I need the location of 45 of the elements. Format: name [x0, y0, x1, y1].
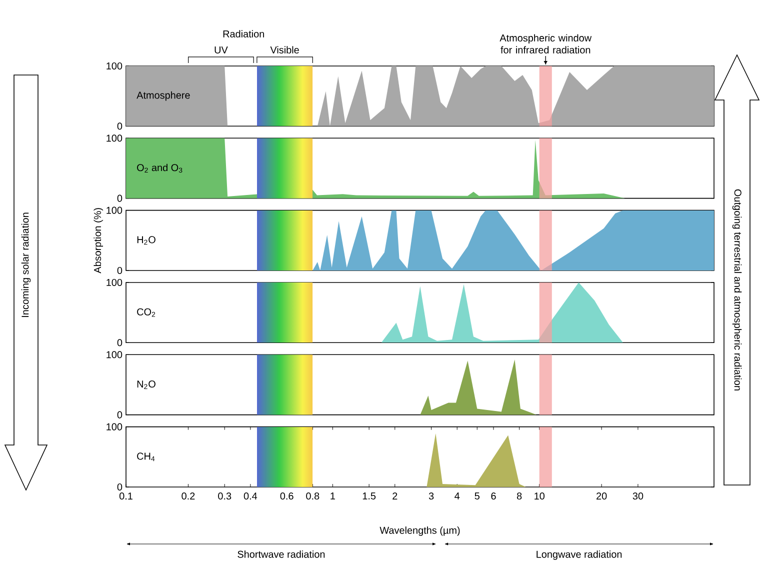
y-tick-label: 0	[117, 266, 122, 274]
x-tick-label: 1.5	[362, 492, 376, 500]
x-tick-label: 0.3	[218, 492, 232, 500]
x-tick-label: 0.6	[280, 492, 294, 500]
y-tick-label: 100	[106, 351, 122, 358]
x-tick-label: 6	[491, 492, 496, 500]
y-tick-label: 0	[117, 122, 122, 130]
x-tick-label: 10	[534, 492, 545, 500]
x-tick-label: 30	[632, 492, 644, 500]
text: H$_{2}$O	[137, 236, 156, 245]
y-tick-label: 100	[106, 278, 122, 286]
y-tick-label: 100	[106, 206, 122, 214]
series-label: Atmosphere	[136, 91, 190, 101]
y-tick-label: 0	[117, 483, 122, 491]
x-tick-label: 0.8	[306, 492, 320, 500]
x-tick-label: 0.1	[119, 492, 132, 500]
x-tick-label: 0.4	[244, 492, 258, 500]
text: UV	[214, 46, 228, 54]
text: Outgoing terrestrial and atmospheric radiation	[732, 189, 742, 390]
y-tick-label: 100	[106, 62, 122, 70]
text: N$_{2}$O	[137, 380, 156, 389]
x-tick-label: 2	[392, 492, 398, 500]
x-tick-label: 5	[474, 492, 480, 500]
text: CH$_{4}$	[137, 452, 155, 462]
x-axis-title: Wavelengths (µm)	[380, 526, 460, 536]
band-label: Atmospheric window for infrared radiation	[500, 34, 592, 54]
y-tick-label: 100	[106, 423, 122, 430]
text: Longwave radiation	[536, 550, 622, 560]
text: Shortwave radiation	[238, 550, 325, 558]
y-tick-label: 0	[117, 411, 122, 418]
y-axis-title: Absorption (%)	[94, 208, 104, 274]
x-tick-label: 3	[428, 492, 434, 500]
band-label: Visible	[270, 46, 299, 54]
x-tick-label: 0.2	[182, 492, 195, 500]
y-tick-label: 100	[106, 134, 122, 142]
x-tick-label: 4	[454, 492, 460, 500]
y-tick-label: 0	[117, 194, 122, 202]
text: Incoming solar radiation	[21, 212, 31, 317]
text: Radiation	[223, 30, 264, 38]
series-label: O$_{2}$ and O$_{3}$	[137, 164, 182, 173]
x-tick-label: 20	[596, 492, 607, 500]
text: CO$_{2}$	[137, 308, 156, 317]
y-tick-label: 0	[117, 339, 122, 346]
x-tick-label: 8	[516, 492, 522, 500]
x-tick-label: 1	[330, 492, 335, 500]
